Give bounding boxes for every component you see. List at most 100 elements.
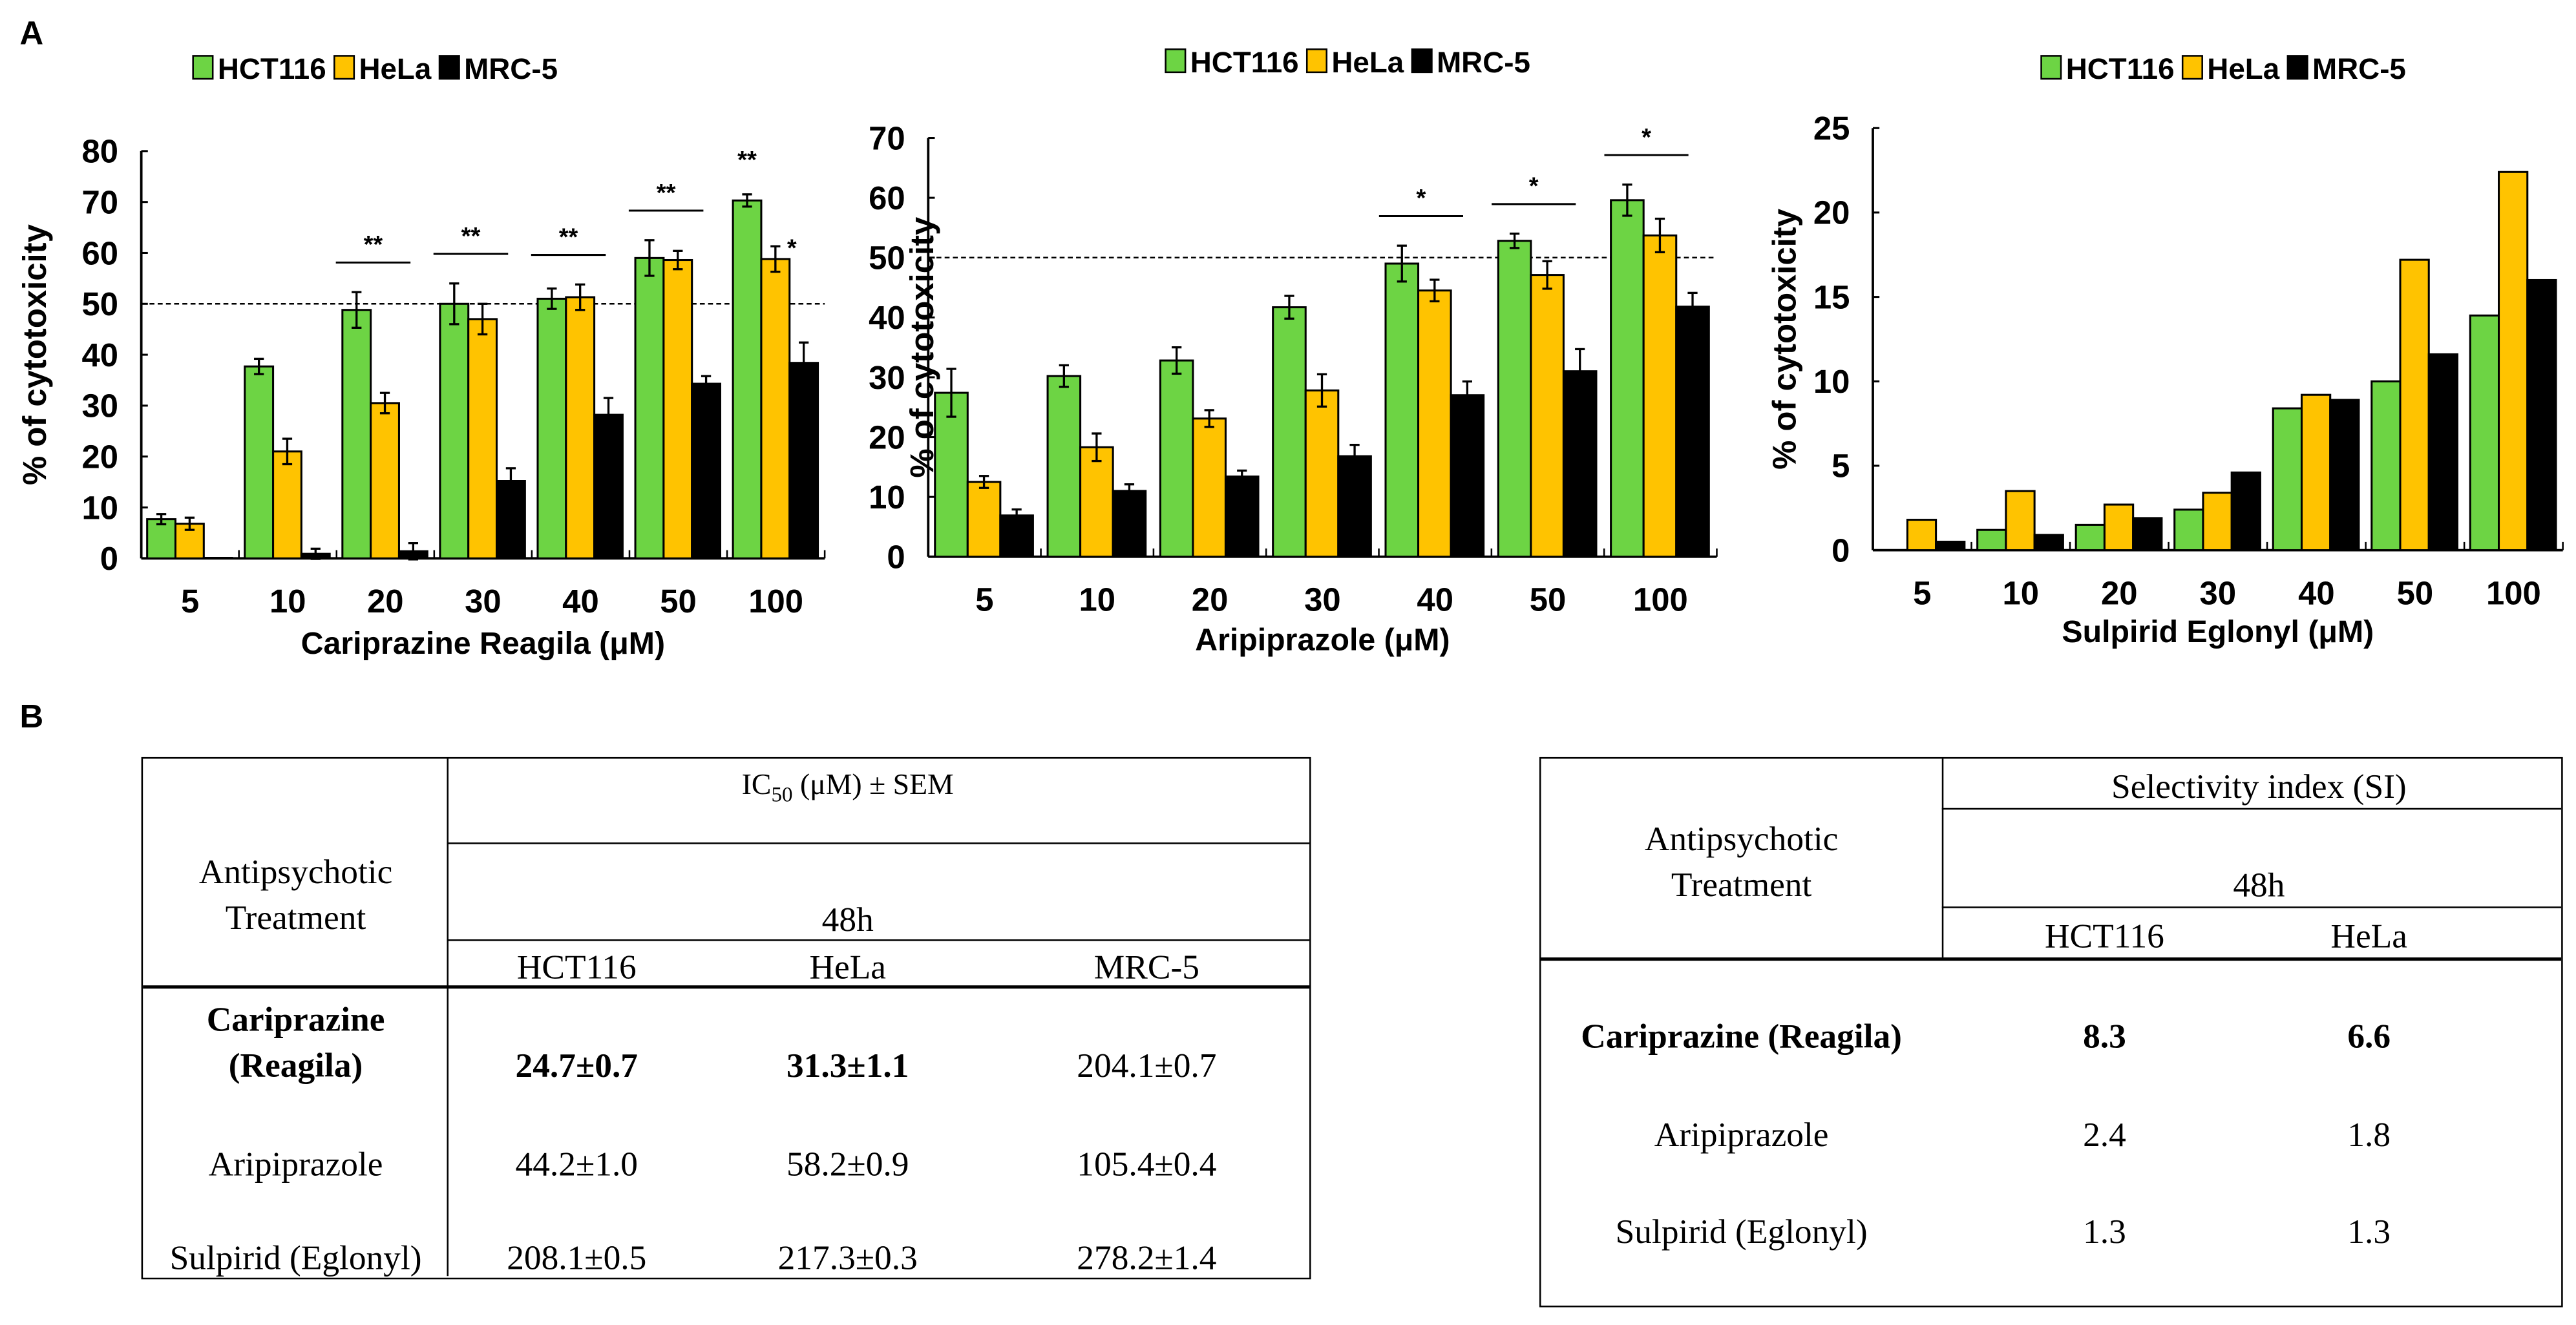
bar-hela <box>272 450 302 559</box>
si-timepoint: 48h <box>2233 865 2285 905</box>
y-tick-label: 50 <box>81 286 118 322</box>
legend-swatch-hela <box>333 55 355 80</box>
legend-label: HCT116 <box>2066 52 2175 85</box>
bar-hela <box>1304 389 1340 558</box>
significance-marker: * <box>1642 123 1651 151</box>
x-tick-label: 5 <box>975 581 993 618</box>
header-line: Antipsychotic <box>1644 819 1839 859</box>
cell-value: 6.6 <box>2347 1016 2391 1056</box>
legend-label: MRC-5 <box>2312 52 2406 85</box>
bar-hela <box>1192 417 1227 558</box>
y-tick-label: 0 <box>1832 532 1850 569</box>
metric-rest: (μM) ± SEM <box>792 767 954 801</box>
x-tick-label: 40 <box>562 583 599 620</box>
x-tick-label: 30 <box>1304 581 1341 618</box>
bar-mrc5 <box>788 362 819 559</box>
bar-hct116 <box>1159 359 1194 558</box>
y-tick-label: 15 <box>1813 278 1850 315</box>
y-axis-label: % of cytotoxicity <box>16 224 53 485</box>
significance-marker: * <box>1416 184 1426 212</box>
bar-hela <box>1642 234 1678 558</box>
bar-mrc5 <box>1337 455 1372 558</box>
x-tick-label: 20 <box>1192 581 1229 618</box>
bar-hela <box>370 402 400 559</box>
cell-value: 278.2±1.4 <box>1077 1238 1217 1278</box>
bar-mrc5 <box>1935 541 1966 552</box>
legend-label: MRC-5 <box>1437 46 1530 79</box>
bar-hela <box>760 258 791 559</box>
y-tick-label: 70 <box>81 183 118 220</box>
y-tick-label: 10 <box>1813 363 1850 400</box>
ic50-timepoint: 48h <box>821 899 874 939</box>
significance-marker: ** <box>559 223 578 251</box>
legend-label: HeLa <box>359 52 431 85</box>
row-name-sulpirid: Sulpirid (Eglonyl) <box>1615 1211 1868 1251</box>
y-tick-label: 60 <box>869 180 905 216</box>
legend-swatch-mrc5 <box>438 55 460 80</box>
legend-label: HeLa <box>1331 46 1404 79</box>
x-tick-label: 100 <box>1633 581 1688 618</box>
bar-mrc5 <box>691 382 722 559</box>
bar-hct116 <box>2370 380 2402 552</box>
cell-value: 1.3 <box>2347 1211 2391 1251</box>
bar-hela <box>966 481 1002 558</box>
legend-label: HCT116 <box>1190 46 1299 79</box>
bar-hct116 <box>1272 306 1307 558</box>
row-name-cariprazine: Cariprazine (Reagila) <box>1581 1016 1902 1056</box>
legend-swatch-mrc5 <box>2286 55 2308 80</box>
row-name-aripiprazole: Aripiprazole <box>1654 1114 1829 1154</box>
bar-hela <box>1417 289 1452 558</box>
x-tick-label: 50 <box>1530 581 1567 618</box>
cell-value: 1.8 <box>2347 1114 2391 1154</box>
significance-marker: ** <box>737 146 757 174</box>
col-header-hela: HeLa <box>2330 916 2407 956</box>
bar-hct116 <box>2469 314 2500 552</box>
x-tick-label: 40 <box>1417 581 1453 618</box>
x-tick-label: 10 <box>269 583 306 620</box>
bar-mrc5 <box>2230 471 2261 552</box>
bar-mrc5 <box>2033 534 2064 552</box>
y-tick-label: 80 <box>81 133 118 170</box>
significance-marker: ** <box>461 222 481 250</box>
panel-label-a: A <box>19 16 44 53</box>
bar-hct116 <box>634 256 665 559</box>
bar-hct116 <box>341 309 372 559</box>
x-tick-label: 50 <box>660 583 697 620</box>
header-line: Treatment <box>1671 865 1812 905</box>
bar-hela <box>2399 258 2430 552</box>
legend-swatch-hct116 <box>1165 48 1187 74</box>
bar-mrc5 <box>2329 399 2360 552</box>
x-tick-label: 40 <box>2298 574 2335 611</box>
bar-hela <box>2103 503 2135 552</box>
bar-hela <box>1079 446 1114 558</box>
x-tick-label: 50 <box>2397 574 2434 611</box>
x-tick-label: 5 <box>1913 574 1931 611</box>
bar-hela <box>467 318 498 559</box>
y-tick-label: 25 <box>1813 110 1850 147</box>
header-line: Antipsychotic <box>198 851 393 892</box>
row-name-line: (Reagila) <box>228 1046 363 1086</box>
y-tick-label: 60 <box>81 235 118 271</box>
si-header-metric: Selectivity index (SI) <box>2111 766 2407 806</box>
y-tick-label: 20 <box>869 419 905 455</box>
y-tick-label: 10 <box>869 479 905 516</box>
selectivity-index-table: Antipsychotic Treatment Selectivity inde… <box>1539 756 2563 1308</box>
panel-label-b: B <box>19 699 44 736</box>
bar-mrc5 <box>1562 370 1598 558</box>
row-name-line: Cariprazine <box>206 999 385 1039</box>
bar-hct116 <box>1497 240 1532 558</box>
bar-mrc5 <box>2132 517 2163 552</box>
header-line: Treatment <box>225 898 366 938</box>
ic50-table: Antipsychotic Treatment IC50 (μM) ± SEM … <box>141 756 1311 1280</box>
bar-hct116 <box>244 365 275 559</box>
bar-mrc5 <box>1675 306 1710 558</box>
ic50-header-metric: IC50 (μM) ± SEM <box>742 764 954 809</box>
legend-swatch-mrc5 <box>1411 48 1433 74</box>
metric-main: IC <box>741 767 772 801</box>
cell-value: 2.4 <box>2083 1114 2126 1154</box>
col-header-hct116: HCT116 <box>2044 916 2164 956</box>
bar-hela <box>662 258 693 559</box>
bar-mrc5 <box>1224 475 1260 558</box>
x-axis-label: Cariprazine Reagila (μM) <box>301 626 665 661</box>
